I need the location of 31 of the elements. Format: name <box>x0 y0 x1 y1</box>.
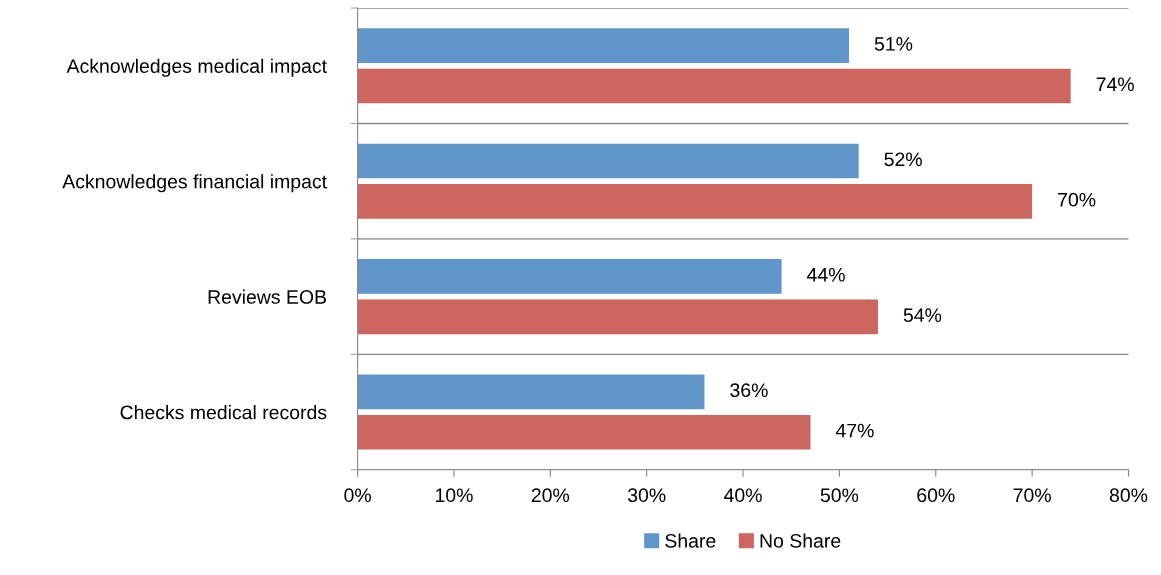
legend-label: Share <box>665 533 716 548</box>
x-tick-label: 60% <box>917 488 955 503</box>
y-tick-label: Acknowledges financial impact <box>62 174 327 193</box>
x-tick-label: 50% <box>820 488 859 503</box>
data-label: 44% <box>807 267 845 282</box>
x-tick-label: 70% <box>1013 488 1051 503</box>
data-label: 47% <box>835 423 874 438</box>
bar <box>357 374 705 410</box>
bar <box>357 299 878 335</box>
data-label: 70% <box>1058 192 1096 207</box>
x-tick-label: 30% <box>627 488 666 503</box>
bar <box>357 28 850 63</box>
y-tick-label: Checks medical records <box>120 405 327 420</box>
bar <box>357 184 1033 219</box>
y-tick-label: Acknowledges medical impact <box>66 58 327 77</box>
data-label: 74% <box>1096 77 1134 92</box>
x-tick-label: 10% <box>435 488 473 503</box>
data-label: 52% <box>884 152 922 167</box>
bar <box>357 414 811 450</box>
x-tick-label: 40% <box>724 488 762 503</box>
bar <box>357 68 1071 104</box>
legend-label: No Share <box>760 533 841 548</box>
data-label: 36% <box>730 383 768 398</box>
y-tick-label: Reviews EOB <box>208 289 327 304</box>
bar <box>357 143 859 179</box>
data-label: 54% <box>903 308 942 323</box>
bar <box>357 259 782 294</box>
data-label: 51% <box>874 37 913 51</box>
x-tick-label: 0% <box>344 488 371 503</box>
x-tick-label: 80% <box>1109 488 1148 503</box>
x-tick-label: 20% <box>531 488 570 503</box>
